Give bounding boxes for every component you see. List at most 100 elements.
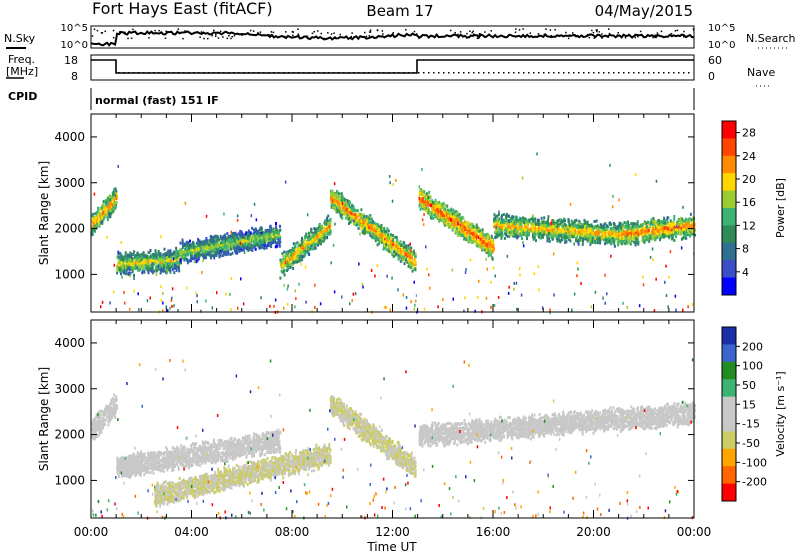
noise-search-point [472, 30, 474, 33]
noise-search-point [484, 31, 486, 33]
power-cell [173, 271, 176, 275]
nave-point [653, 72, 655, 74]
power-cell [154, 249, 157, 253]
noise-search-point [591, 29, 593, 32]
power-cell [211, 249, 214, 253]
power-cell [142, 264, 145, 267]
power-cell [294, 248, 297, 252]
noise-search-point [346, 36, 348, 38]
power-cell [316, 229, 319, 233]
power-cell [414, 267, 417, 271]
power-cell [105, 210, 108, 214]
power-cell [606, 235, 609, 239]
power-cell [368, 220, 371, 224]
power-cell [223, 237, 226, 241]
power-cell [288, 260, 291, 264]
power-cell [470, 240, 473, 244]
power-cell [114, 205, 117, 209]
nave-point [193, 72, 195, 74]
power-cell [111, 196, 114, 200]
power-cell [144, 264, 147, 268]
power-cell [478, 236, 481, 240]
power-cell [377, 230, 380, 234]
power-cell [214, 242, 217, 245]
noise-search-point [592, 34, 594, 36]
power-cell [192, 240, 195, 244]
power-cell [250, 236, 253, 240]
power-cell [112, 190, 115, 194]
power-cell [454, 229, 457, 233]
power-cell [493, 247, 495, 251]
nave-point [253, 72, 255, 74]
power-cell [288, 257, 290, 261]
power-cell [453, 218, 456, 222]
power-cell [427, 208, 430, 212]
power-cell [343, 212, 346, 216]
nave-point [688, 72, 690, 74]
power-cell [253, 244, 256, 248]
noise-search-point [351, 32, 353, 34]
power-cell [338, 192, 341, 196]
power-cell [122, 255, 125, 259]
power-cell [347, 204, 349, 208]
power-cell [475, 239, 478, 243]
power-cell [136, 252, 139, 256]
power-cell [352, 215, 355, 219]
power-cell [531, 215, 534, 219]
power-cell [122, 257, 125, 261]
power-cell [348, 214, 350, 218]
power-cell [360, 216, 363, 220]
power-cell [423, 206, 426, 210]
noise-search-point [405, 29, 407, 31]
power-cell [389, 250, 392, 254]
power-cell [478, 243, 480, 247]
power-cell [107, 205, 110, 209]
power-cell [519, 233, 521, 237]
noise-search-point [365, 35, 368, 38]
power-cell [297, 254, 300, 258]
power-cell [444, 204, 447, 207]
noise-search-point [567, 37, 570, 40]
power-cell [488, 236, 490, 240]
power-cell [366, 217, 369, 221]
power-cell [471, 236, 474, 240]
power-cell [279, 236, 282, 239]
power-cell [518, 223, 521, 227]
power-cell [463, 237, 466, 241]
power-cell [118, 266, 121, 270]
power-cell [540, 232, 542, 236]
power-cell [176, 265, 179, 269]
power-cell [318, 223, 321, 227]
power-cell [343, 205, 346, 209]
power-cell [197, 257, 200, 261]
power-cell [245, 231, 248, 235]
power-cell [238, 240, 241, 244]
power-cell [564, 232, 567, 236]
power-cell [93, 218, 96, 222]
noise-search-point [449, 29, 452, 32]
power-cell [428, 198, 430, 202]
noise-search-point [165, 30, 167, 32]
power-cell [162, 267, 164, 271]
frequency-trace [91, 59, 694, 74]
power-cell [454, 223, 457, 227]
power-cell [525, 226, 528, 230]
power-cell [451, 212, 454, 216]
power-cell [522, 227, 525, 230]
power-cell [559, 222, 562, 226]
power-cell [91, 230, 94, 234]
noise-search-point [572, 32, 574, 34]
power-cell [375, 222, 378, 226]
power-cell [131, 253, 134, 257]
power-cell [327, 214, 330, 218]
power-cell [151, 253, 154, 257]
power-cell [253, 245, 256, 249]
nave-point [513, 72, 515, 74]
power-cell [167, 264, 170, 268]
power-cell [426, 206, 429, 210]
nave-point [228, 72, 230, 74]
power-cell [464, 233, 467, 237]
power-cell [367, 217, 370, 221]
power-cell [307, 246, 309, 250]
nave-point [323, 72, 325, 74]
